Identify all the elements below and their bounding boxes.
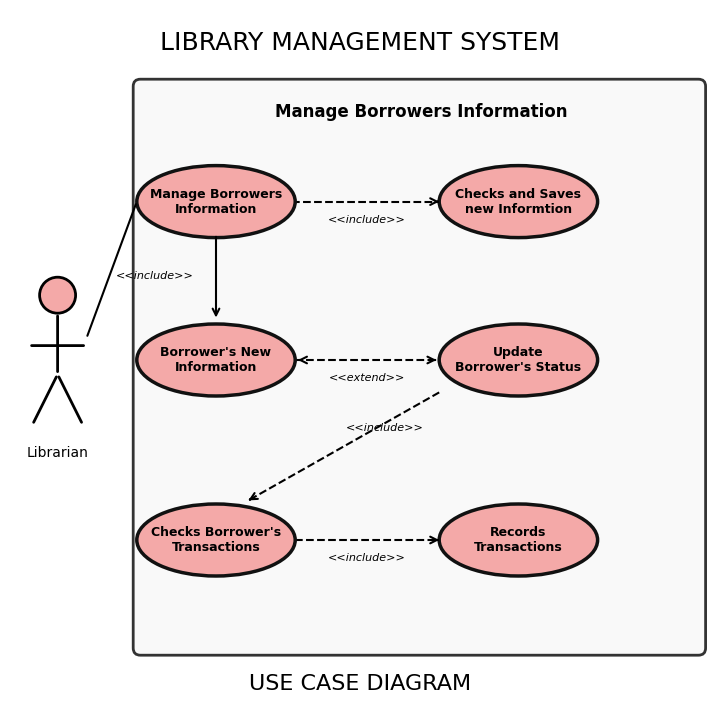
Ellipse shape [137, 504, 295, 576]
Ellipse shape [137, 166, 295, 238]
Ellipse shape [439, 166, 598, 238]
Ellipse shape [439, 324, 598, 396]
Text: Borrower's New
Information: Borrower's New Information [161, 346, 271, 374]
Text: <<include>>: <<include>> [328, 553, 406, 563]
Ellipse shape [439, 504, 598, 576]
Text: Manage Borrowers Information: Manage Borrowers Information [275, 103, 567, 121]
Text: Checks and Saves
new Informtion: Checks and Saves new Informtion [455, 188, 582, 215]
Text: Librarian: Librarian [27, 446, 89, 460]
Text: <<extend>>: <<extend>> [329, 373, 405, 383]
Circle shape [40, 277, 76, 313]
Text: <<include>>: <<include>> [116, 271, 194, 281]
Text: Checks Borrower's
Transactions: Checks Borrower's Transactions [151, 526, 281, 554]
Ellipse shape [137, 324, 295, 396]
FancyBboxPatch shape [133, 79, 706, 655]
Text: Records
Transactions: Records Transactions [474, 526, 563, 554]
Text: <<include>>: <<include>> [328, 215, 406, 225]
Text: <<include>>: <<include>> [346, 423, 424, 433]
Text: Update
Borrower's Status: Update Borrower's Status [455, 346, 582, 374]
Text: LIBRARY MANAGEMENT SYSTEM: LIBRARY MANAGEMENT SYSTEM [160, 31, 560, 55]
Text: Manage Borrowers
Information: Manage Borrowers Information [150, 188, 282, 215]
Text: USE CASE DIAGRAM: USE CASE DIAGRAM [249, 674, 471, 694]
